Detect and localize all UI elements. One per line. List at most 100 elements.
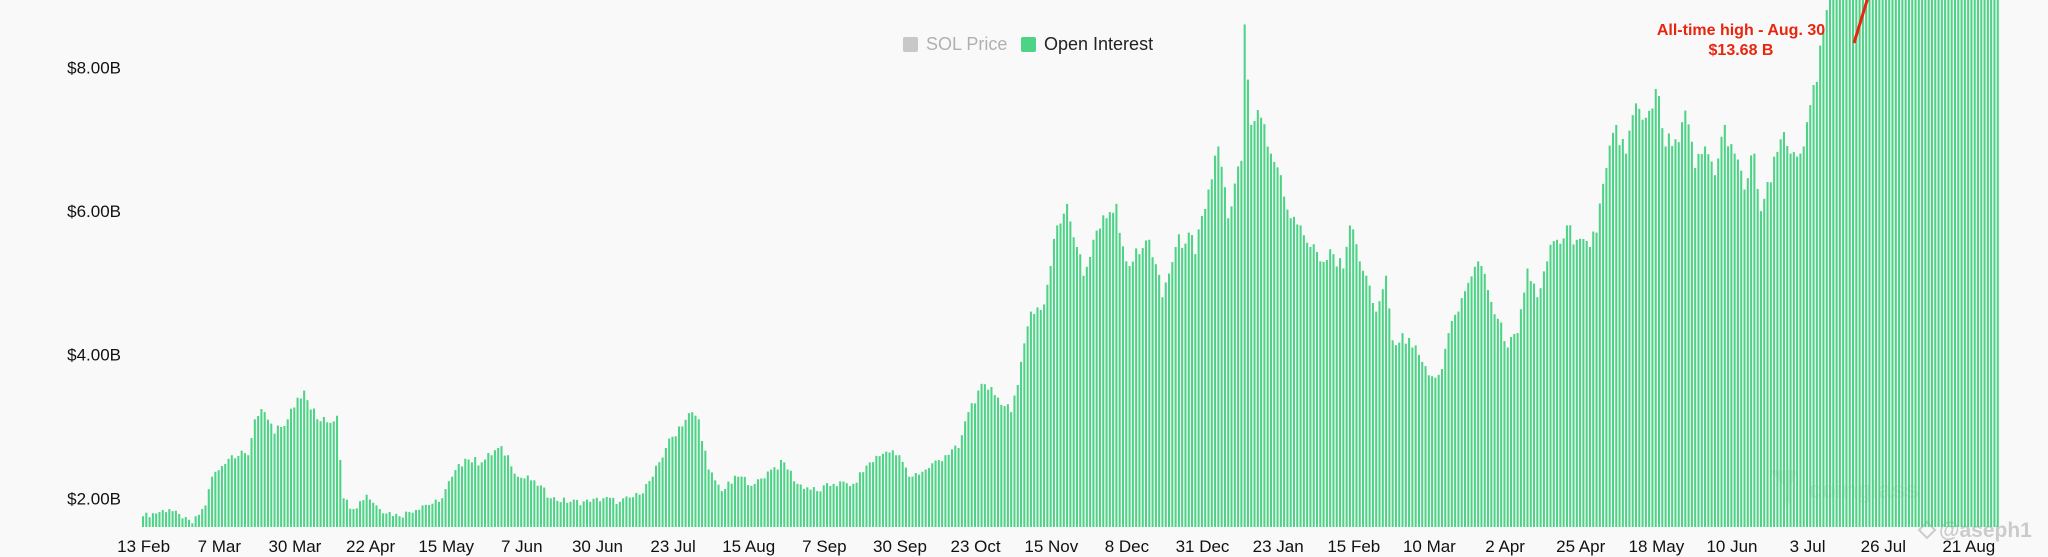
bar (566, 502, 569, 527)
bar (1621, 138, 1624, 527)
bar (1431, 376, 1434, 527)
bar (336, 415, 339, 527)
bar (1049, 265, 1052, 527)
bar (1095, 230, 1098, 528)
legend-label[interactable]: SOL Price (926, 34, 1007, 54)
bar (756, 479, 759, 527)
bar (1493, 314, 1496, 527)
bar (1332, 254, 1335, 527)
bar (1776, 151, 1779, 527)
bar (1020, 361, 1023, 527)
bar (1638, 108, 1641, 527)
bar (1819, 45, 1822, 528)
bar (977, 390, 980, 527)
bar (1220, 166, 1223, 527)
legend-label[interactable]: Open Interest (1044, 34, 1153, 54)
bar (562, 497, 565, 527)
bar (658, 462, 661, 527)
y-tick-label: $4.00B (67, 346, 121, 365)
bar (1996, 0, 1999, 527)
y-tick-label: $8.00B (67, 59, 121, 78)
bar (516, 476, 519, 527)
x-tick-label: 23 Oct (951, 537, 1001, 556)
bar (960, 435, 963, 527)
bar (257, 416, 260, 527)
bar (868, 462, 871, 527)
bar (1118, 232, 1121, 528)
bar (707, 469, 710, 527)
bar (1815, 81, 1818, 527)
bar (1611, 132, 1614, 527)
bar (148, 517, 151, 527)
bar (408, 512, 411, 527)
bar (273, 433, 276, 527)
bar (1092, 239, 1095, 528)
bar (1677, 142, 1680, 527)
bar (678, 426, 681, 527)
bar (174, 510, 177, 527)
bar (664, 448, 667, 527)
bar (1888, 0, 1891, 527)
bar (1881, 0, 1884, 527)
bar (391, 516, 394, 527)
bar (793, 481, 796, 527)
bar (1608, 145, 1611, 528)
bar (243, 453, 246, 527)
bar (1421, 361, 1424, 527)
bar (750, 485, 753, 527)
bar (1723, 124, 1726, 528)
bar (1704, 146, 1707, 527)
bar (1746, 178, 1749, 527)
bar (1503, 341, 1506, 527)
bar (1256, 110, 1259, 527)
bar (1829, 0, 1832, 527)
bar (444, 489, 447, 527)
bar (1358, 261, 1361, 527)
bar (1569, 225, 1572, 527)
bar (1769, 182, 1772, 528)
bar (1743, 189, 1746, 528)
bar (796, 483, 799, 527)
handle-icon (1917, 520, 1937, 540)
bar (569, 501, 572, 527)
bar (1519, 309, 1522, 527)
bar (1661, 128, 1664, 528)
bar (786, 469, 789, 527)
bar (283, 426, 286, 527)
bar (1822, 29, 1825, 527)
bar (1934, 0, 1937, 527)
bar (1549, 244, 1552, 527)
bar (1838, 0, 1841, 527)
annotation-value: $13.68 B (1709, 42, 1774, 59)
bar (1299, 225, 1302, 527)
bar (1289, 218, 1292, 527)
bar (375, 505, 378, 527)
bar (1085, 266, 1088, 527)
bar (1467, 282, 1470, 527)
bar (224, 463, 227, 527)
bar (1187, 232, 1190, 527)
bar (612, 497, 615, 527)
bar (1158, 274, 1161, 527)
bar (1917, 0, 1920, 527)
bar (342, 498, 345, 527)
bar (1533, 283, 1536, 527)
bar (1355, 244, 1358, 528)
bar (1164, 282, 1167, 527)
bar (1674, 139, 1677, 527)
bar (286, 419, 289, 527)
bar (753, 483, 756, 527)
bar (1312, 244, 1315, 528)
bar (816, 491, 819, 527)
bar (1546, 261, 1549, 527)
bar (911, 476, 914, 527)
bar (161, 510, 164, 527)
bar (1986, 0, 1989, 527)
bar (1177, 234, 1180, 527)
bar (1582, 239, 1585, 527)
bar (145, 512, 148, 527)
bar (710, 472, 713, 527)
bar (740, 476, 743, 527)
bar (1957, 0, 1960, 527)
